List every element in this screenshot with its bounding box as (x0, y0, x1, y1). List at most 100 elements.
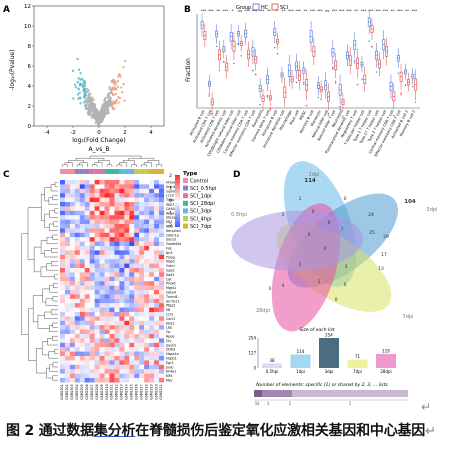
heatmap-cell (89, 276, 95, 282)
heatmap-cell (159, 272, 165, 277)
heatmap-cell (60, 232, 66, 238)
heatmap-cell (139, 263, 145, 269)
heatmap-cell (60, 241, 66, 247)
heatmap-gene-label: Mgst1 (166, 286, 176, 290)
heatmap-cell (134, 215, 140, 220)
heatmap-cell (139, 188, 145, 194)
size-bar-label: 28dpi (380, 369, 391, 374)
box-significance-label: ** (405, 9, 409, 13)
heatmap-cell (149, 210, 155, 216)
heatmap-cell (144, 263, 150, 269)
heatmap-cell (129, 342, 135, 348)
venn-diagram (231, 161, 398, 332)
heatmap-cell (114, 237, 120, 242)
venn-region-number: 0 (324, 246, 327, 252)
volcano-point (109, 92, 112, 95)
heatmap-cell (124, 307, 130, 313)
heatmap-cell (60, 246, 66, 251)
heatmap-cell (84, 303, 90, 308)
volcano-point (108, 85, 111, 89)
heatmap-cell (154, 197, 160, 203)
heatmap-cell (60, 219, 66, 225)
heatmap-gene-label: Gpx1 (166, 269, 175, 273)
heatmap-cell (119, 290, 125, 295)
heatmap-cell (154, 210, 160, 216)
size-bar-value: 114 (297, 349, 305, 354)
heatmap-cell (69, 197, 75, 203)
dendrogram-branch (33, 246, 42, 273)
box-outlier (356, 83, 359, 86)
color-scale-step (175, 194, 180, 196)
volcano-point (104, 107, 108, 110)
heatmap-cell (109, 193, 115, 198)
heatmap-cell (109, 237, 115, 242)
heatmap-cell (104, 263, 110, 269)
volcano-point (91, 115, 94, 119)
heatmap-cell (99, 259, 105, 264)
heatmap-cell (79, 364, 85, 370)
heatmap-gene-label: Nqo1 (166, 260, 175, 264)
box-outlier (412, 85, 414, 88)
box-significance-label: *** (375, 9, 381, 13)
heatmap-col-dendrogram (62, 155, 162, 167)
heatmap-cell (149, 325, 155, 330)
heatmap-cell (114, 232, 120, 238)
heatmap-color-scale: 2 1 0 -1 -2 (168, 173, 180, 229)
heatmap-cell (109, 356, 115, 361)
volcano-point (87, 109, 90, 113)
share-strip-segment (254, 390, 262, 397)
dendrogram-branch (52, 234, 58, 240)
heatmap-gene-label: Spp1 (166, 203, 175, 207)
volcano-point (96, 117, 100, 120)
type-bar-cell (129, 169, 135, 174)
heatmap-cell (114, 356, 120, 361)
legend-hc-swatch (252, 3, 260, 11)
heatmap-cell (129, 272, 135, 277)
heatmap-cell (159, 373, 165, 379)
box-significance-label: *** (383, 9, 389, 13)
heatmap-cell (139, 298, 145, 304)
box-outlier (218, 69, 221, 72)
heatmap-cell (154, 285, 160, 291)
heatmap-cell (124, 215, 130, 220)
heatmap-cell (159, 254, 165, 260)
volcano-point (79, 72, 82, 75)
box-outlier (371, 45, 373, 48)
heatmap-gene-label: Cdkn1a (166, 233, 179, 237)
heatmap-cell (154, 246, 160, 251)
venn-region-number: 0 (308, 232, 311, 238)
heatmap-cell (129, 210, 135, 216)
heatmap-cell (109, 206, 115, 211)
heatmap-cell (99, 316, 105, 321)
heatmap-cell (104, 303, 110, 308)
heatmap-cell (64, 272, 70, 277)
heatmap-cell (114, 193, 120, 198)
heatmap-cell (124, 298, 130, 304)
heatmap-cell (60, 312, 66, 317)
heatmap-cell (159, 351, 165, 357)
heatmap-cell (79, 188, 85, 194)
heatmap-cell (159, 232, 165, 238)
heatmap-cell (109, 180, 115, 185)
heatmap-cell (119, 373, 125, 379)
heatmap-cell (89, 281, 95, 286)
heatmap-cell (159, 237, 165, 242)
heatmap-cell (60, 303, 66, 308)
heatmap-cell (99, 281, 105, 286)
heatmap-cell (64, 303, 70, 308)
heatmap-cell (134, 338, 140, 343)
heatmap-cell (139, 219, 145, 225)
heatmap-cell (89, 316, 95, 321)
heatmap-cell (124, 232, 130, 238)
heatmap-cell (64, 338, 70, 343)
dendrogram-branch (53, 221, 58, 227)
heatmap-cell (154, 312, 160, 317)
heatmap-cell (64, 206, 70, 211)
heatmap-cell (109, 329, 115, 335)
heatmap-cell (109, 259, 115, 264)
volcano-point (82, 79, 85, 82)
heatmap-gene-label: Egr1 (166, 361, 174, 365)
heatmap-cell (154, 193, 160, 198)
box-outlier (342, 115, 344, 117)
heatmap-cell (94, 276, 100, 282)
